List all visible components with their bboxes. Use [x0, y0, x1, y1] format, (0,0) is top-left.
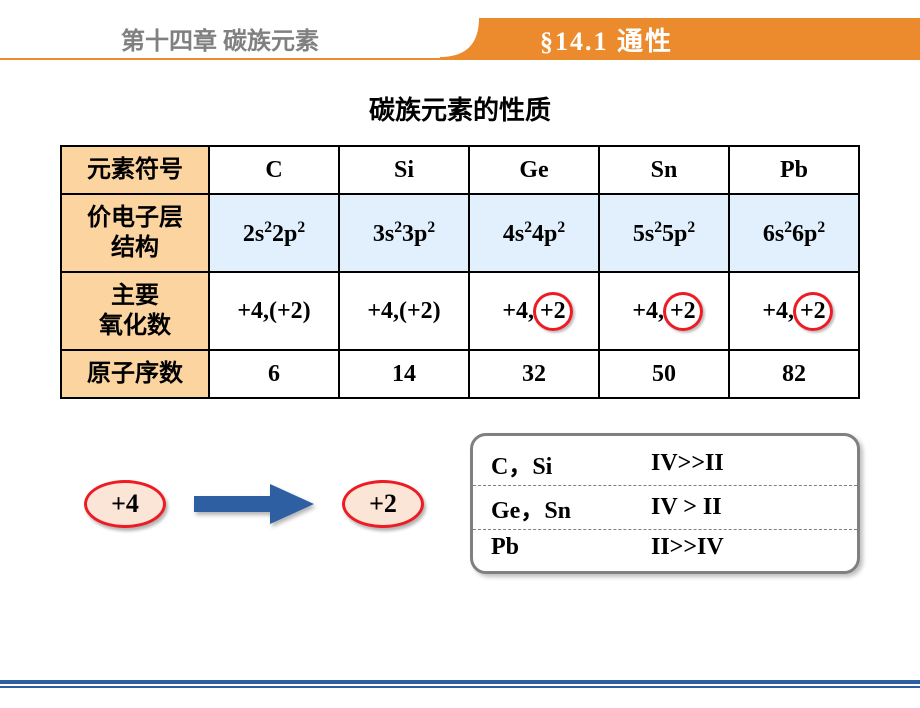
cell-config: 6s26p2	[729, 194, 859, 272]
bottom-row: +4 +2 C，SiIV>>IIGe，SnIV > IIPbII>>IV	[60, 433, 860, 574]
stability-elements: C，Si	[491, 446, 651, 481]
header-divider	[440, 18, 480, 60]
cell-atomic: 6	[209, 350, 339, 398]
stability-compare: IV > II	[651, 494, 722, 521]
row-head-config: 价电子层结构	[61, 194, 209, 272]
cell-oxid: +4, +2	[469, 272, 599, 350]
stability-box: C，SiIV>>IIGe，SnIV > IIPbII>>IV	[470, 433, 860, 574]
cell-symbol: Ge	[469, 146, 599, 194]
cell-config: 2s22p2	[209, 194, 339, 272]
cell-oxid: +4,(+2)	[209, 272, 339, 350]
stability-row: C，SiIV>>II	[473, 442, 857, 485]
slide-header: 第十四章 碳族元素 §14.1 通性	[0, 18, 920, 60]
cell-atomic: 14	[339, 350, 469, 398]
row-head-oxid: 主要氧化数	[61, 272, 209, 350]
stability-compare: IV>>II	[651, 450, 724, 477]
row-head-atomic: 原子序数	[61, 350, 209, 398]
cell-atomic: 82	[729, 350, 859, 398]
arrow-icon	[194, 480, 314, 528]
cell-symbol: Si	[339, 146, 469, 194]
stability-compare: II>>IV	[651, 534, 724, 561]
footer-line	[0, 680, 920, 684]
stability-elements: Pb	[491, 534, 651, 561]
stability-elements: Ge，Sn	[491, 490, 651, 525]
cell-config: 4s24p2	[469, 194, 599, 272]
cell-symbol: Sn	[599, 146, 729, 194]
cell-config: 3s23p2	[339, 194, 469, 272]
cell-symbol: Pb	[729, 146, 859, 194]
ellipse-plus4: +4	[84, 480, 166, 528]
section-title: §14.1 通性	[480, 18, 920, 60]
content-area: 碳族元素的性质 元素符号CSiGeSnPb价电子层结构2s22p23s23p24…	[0, 90, 920, 574]
stability-row: PbII>>IV	[473, 529, 857, 565]
cell-symbol: C	[209, 146, 339, 194]
stability-row: Ge，SnIV > II	[473, 485, 857, 529]
cell-oxid: +4, +2	[729, 272, 859, 350]
cell-atomic: 32	[469, 350, 599, 398]
properties-table: 元素符号CSiGeSnPb 价电子层结构2s22p23s23p24s24p25s2…	[60, 145, 860, 399]
row-head-symbol: 元素符号	[61, 146, 209, 194]
ellipse-plus2: +2	[342, 480, 424, 528]
chapter-title: 第十四章 碳族元素	[0, 18, 440, 60]
table-title: 碳族元素的性质	[60, 90, 860, 127]
cell-oxid: +4,(+2)	[339, 272, 469, 350]
cell-atomic: 50	[599, 350, 729, 398]
cell-oxid: +4, +2	[599, 272, 729, 350]
cell-config: 5s25p2	[599, 194, 729, 272]
